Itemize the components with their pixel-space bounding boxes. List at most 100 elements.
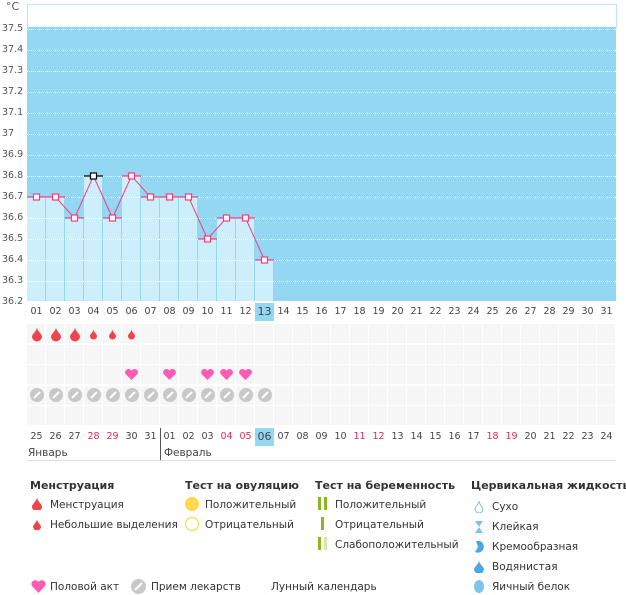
legend-item: Прием лекарств [151,581,241,593]
moon-icon [254,578,267,594]
calendar-date: 07 [277,431,290,442]
pill-icon [131,579,146,594]
legend-title-pregnancy: Тест на беременность [315,479,456,492]
grid-cell [160,344,178,364]
grid-cell [350,406,368,425]
grid-cell [331,344,349,364]
grid-cell [293,385,311,405]
grid-cell [426,406,444,425]
grid-cell [445,324,463,343]
legend-item: Лунный календарь [271,581,377,593]
grid-cell [274,406,292,425]
temperature-bar [255,260,274,301]
calendar-date: 13 [391,431,404,442]
grid-cell [331,324,349,343]
grid-cell [407,365,425,384]
temperature-point [89,172,98,180]
day-label: 13 [255,303,274,321]
day-label: 28 [543,306,556,317]
y-tick-label: 36.9 [2,149,24,160]
grid-cell [350,385,368,405]
grid-cell [84,406,102,425]
grid-cell [369,406,387,425]
grid-cell [179,344,197,364]
grid-cell [122,406,140,425]
grid-cell [65,344,83,364]
legend-item: Отрицательный [335,519,424,531]
gridline [27,113,616,114]
grid-cell [46,344,64,364]
day-label: 31 [600,306,613,317]
grid-cell [141,406,159,425]
temperature-bar [179,197,198,301]
grid-cell [293,365,311,384]
temperature-bar [141,197,160,301]
day-label: 23 [448,306,461,317]
heart-icon [125,369,138,380]
pill-icon [124,388,139,402]
gridline [27,260,616,261]
calendar-date: 04 [220,431,233,442]
positive-circle-icon [185,497,199,511]
divider [27,460,616,461]
y-tick-label: 36.7 [2,191,24,202]
temperature-point [222,214,231,222]
grid-cell [198,406,216,425]
grid-cell [369,365,387,384]
calendar-date: 14 [410,431,423,442]
unit-label: °C [6,0,20,13]
grid-cell [27,365,45,384]
legend-item: Небольшие выделения [50,519,178,531]
calendar-date: 23 [581,431,594,442]
gridline [27,71,616,72]
pill-icon [181,388,196,402]
grid-cell [426,344,444,364]
grid-cell [46,365,64,384]
grid-cell [483,365,501,384]
day-label: 12 [239,306,252,317]
calendar-date: 29 [106,431,119,442]
temperature-point [70,214,79,222]
temperature-line [27,172,424,297]
y-tick-label: 36.2 [2,296,24,307]
temperature-point [184,193,193,201]
gridline [27,92,616,93]
legend-item: Кремообразная [492,541,579,553]
gridline [27,197,616,198]
calendar-date: 17 [467,431,480,442]
grid-cell [559,365,577,384]
grid-cell [198,324,216,343]
grid-cell [103,365,121,384]
grid-cell [103,344,121,364]
grid-cell [464,385,482,405]
grid-cell [578,406,596,425]
gridline [27,239,616,240]
grid-cell [350,324,368,343]
month-label: Февраль [164,447,212,459]
grid-cell [331,385,349,405]
grid-cell [141,324,159,343]
egg-white-icon [474,580,484,593]
day-label: 16 [315,306,328,317]
day-label: 07 [144,306,157,317]
grid-cell [540,344,558,364]
grid-cell [502,385,520,405]
day-label: 17 [334,306,347,317]
grid-cell [388,406,406,425]
y-tick-label: 36.4 [2,254,24,265]
grid-cell [27,406,45,425]
chart-top-area [27,4,617,28]
calendar-date: 28 [87,431,100,442]
menstruation-drop-icon [50,327,61,342]
y-tick-label: 36.3 [2,275,24,286]
y-tick-label: 36.6 [2,212,24,223]
grid-cell [255,365,273,384]
temperature-point [165,193,174,201]
pill-icon [162,388,177,402]
calendar-date: 21 [543,431,556,442]
calendar-date: 19 [505,431,518,442]
grid-cell [502,365,520,384]
faint-line-icon [318,537,327,550]
moon-icon [412,283,424,297]
grid-cell [559,406,577,425]
